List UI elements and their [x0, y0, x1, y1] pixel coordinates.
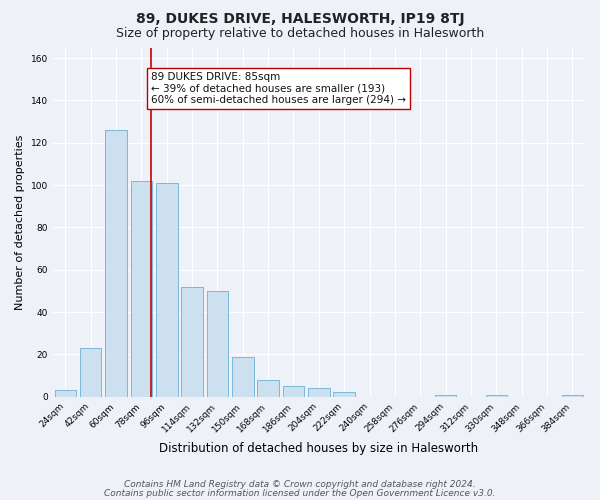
Bar — [105, 130, 127, 396]
Bar — [562, 394, 583, 396]
Bar — [131, 181, 152, 396]
Bar — [181, 286, 203, 397]
Bar — [55, 390, 76, 396]
Bar — [435, 394, 457, 396]
Text: 89, DUKES DRIVE, HALESWORTH, IP19 8TJ: 89, DUKES DRIVE, HALESWORTH, IP19 8TJ — [136, 12, 464, 26]
Text: Contains HM Land Registry data © Crown copyright and database right 2024.: Contains HM Land Registry data © Crown c… — [124, 480, 476, 489]
Bar — [283, 386, 304, 396]
Bar — [80, 348, 101, 397]
Bar — [156, 183, 178, 396]
Y-axis label: Number of detached properties: Number of detached properties — [15, 134, 25, 310]
Bar — [232, 356, 254, 397]
Bar — [485, 394, 507, 396]
Text: Size of property relative to detached houses in Halesworth: Size of property relative to detached ho… — [116, 28, 484, 40]
Bar — [334, 392, 355, 396]
Bar — [257, 380, 279, 396]
Text: 89 DUKES DRIVE: 85sqm
← 39% of detached houses are smaller (193)
60% of semi-det: 89 DUKES DRIVE: 85sqm ← 39% of detached … — [151, 72, 406, 105]
X-axis label: Distribution of detached houses by size in Halesworth: Distribution of detached houses by size … — [159, 442, 478, 455]
Bar — [206, 291, 228, 397]
Bar — [308, 388, 329, 396]
Text: Contains public sector information licensed under the Open Government Licence v3: Contains public sector information licen… — [104, 488, 496, 498]
